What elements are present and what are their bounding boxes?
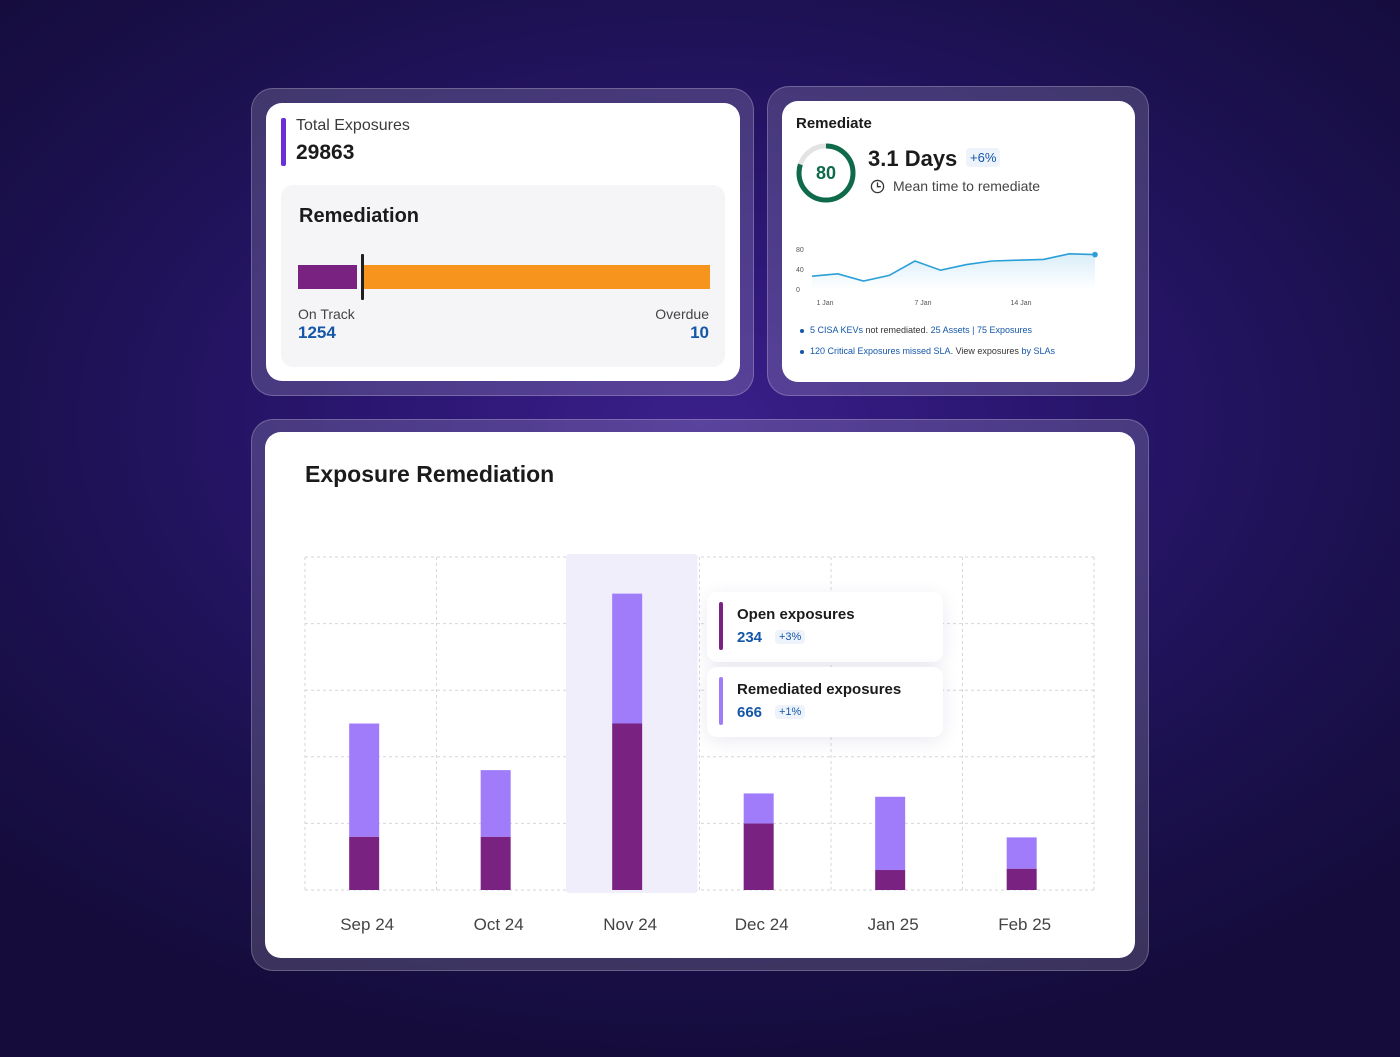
bullet-dot	[800, 328, 804, 333]
line-series	[811, 252, 1096, 282]
overdue-value[interactable]: 10	[690, 323, 709, 342]
missed-sla-link[interactable]: 120 Critical Exposures missed SLA	[810, 346, 951, 356]
x-category-label: Jan 25	[868, 915, 919, 934]
exposure-remediation-title: Exposure Remediation	[305, 461, 555, 487]
exposure-remediation-card: Sep 24 Oct 24 Nov 24 Dec 24 Jan 25 Feb 25 Exp…	[265, 432, 1135, 958]
remediation-title: Remediation	[299, 205, 420, 227]
x-tick-label: 1 Jan	[816, 300, 833, 307]
total-exposures-value: 29863	[296, 141, 355, 164]
bar-open-exposures[interactable]	[349, 836, 380, 890]
clock-icon	[870, 179, 885, 193]
open-exposures-value: 234	[737, 629, 763, 646]
x-category-label: Dec 24	[735, 915, 789, 934]
mean-time-row: Mean time to remediate	[870, 178, 1040, 194]
bar-remediated-exposures[interactable]	[480, 770, 511, 837]
bar-remediated-exposures[interactable]	[612, 593, 643, 724]
bar-remediated-exposures[interactable]	[743, 793, 774, 824]
on-track-value[interactable]: 1254	[298, 323, 336, 342]
x-category-label: Feb 25	[998, 915, 1051, 934]
y-tick-label: 0	[796, 287, 800, 294]
score-gauge	[796, 143, 856, 203]
remediated-exposures-value: 666	[737, 704, 763, 721]
progress-marker[interactable]	[361, 254, 364, 300]
progress-overdue	[362, 265, 710, 289]
x-category-label: Sep 24	[340, 915, 394, 934]
assets-exposures-link[interactable]: 25 Assets | 75 Exposures	[930, 325, 1032, 335]
on-track-label: On Track	[298, 306, 355, 322]
tooltip-remediated-row: Remediated exposures 666 +1%	[707, 667, 943, 737]
line-area	[812, 253, 1095, 289]
bar-open-exposures[interactable]	[743, 823, 774, 890]
bar-open-exposures[interactable]	[480, 836, 511, 890]
note-item: 5 CISA KEVs not remediated. 25 Assets | …	[800, 320, 1055, 341]
note-text: not remediated.	[863, 325, 931, 335]
remediated-exposures-delta: +1%	[775, 705, 806, 719]
bar-remediated-exposures[interactable]	[1006, 837, 1037, 869]
accent-bar	[281, 118, 286, 166]
remediated-exposures-label: Remediated exposures	[737, 681, 902, 698]
remediation-progress-bar[interactable]	[298, 254, 710, 300]
total-exposures-label: Total Exposures	[296, 117, 410, 134]
overdue-label: Overdue	[655, 306, 709, 322]
mttr-line-chart: 80 40 0 1 Jan 7 Jan 14 Jan	[796, 247, 1098, 307]
open-exposures-label: Open exposures	[737, 606, 855, 623]
progress-on-track	[298, 265, 357, 289]
note-item: 120 Critical Exposures missed SLA. View …	[800, 341, 1055, 362]
y-tick-label: 40	[796, 267, 804, 274]
remediate-notes: 5 CISA KEVs not remediated. 25 Assets | …	[800, 320, 1055, 362]
x-tick-label: 14 Jan	[1010, 300, 1031, 307]
note-text: . View exposures	[950, 346, 1022, 356]
bullet-dot	[800, 349, 804, 354]
days-delta-badge: +6%	[966, 148, 1001, 167]
line-endpoint	[1092, 251, 1098, 258]
remediated-series-swatch	[719, 677, 723, 725]
x-category-label: Nov 24	[603, 915, 657, 934]
y-tick-label: 80	[796, 247, 804, 254]
tooltip-open-row: Open exposures 234 +3%	[707, 592, 943, 662]
open-series-swatch	[719, 602, 723, 650]
bar-remediated-exposures[interactable]	[349, 723, 380, 837]
remediation-box: Remediation On Track 1254 Overdue 10	[281, 185, 725, 367]
exposure-bar-chart: Sep 24 Oct 24 Nov 24 Dec 24 Jan 25 Feb 25	[304, 554, 1095, 934]
by-slas-link[interactable]: by SLAs	[1021, 346, 1055, 356]
x-category-label: Oct 24	[474, 915, 524, 934]
bar-open-exposures[interactable]	[875, 870, 906, 890]
open-exposures-delta: +3%	[775, 630, 806, 644]
remediate-title: Remediate	[796, 115, 872, 132]
chart-tooltip: Open exposures 234 +3% Remediated exposu…	[705, 590, 945, 740]
cisa-kevs-link[interactable]: 5 CISA KEVs	[810, 325, 864, 335]
x-tick-label: 7 Jan	[914, 300, 931, 307]
score-value: 80	[815, 162, 837, 183]
mean-time-label: Mean time to remediate	[893, 178, 1041, 194]
mean-days-value: 3.1 Days	[868, 146, 958, 171]
remediate-card: Remediate 80 3.1 Days +6% Mean time to r…	[782, 101, 1135, 382]
bar-open-exposures[interactable]	[612, 723, 643, 891]
total-exposures-card: Total Exposures 29863 Remediation On Tra…	[266, 103, 740, 381]
bar-open-exposures[interactable]	[1006, 868, 1037, 890]
bar-remediated-exposures[interactable]	[875, 796, 906, 871]
